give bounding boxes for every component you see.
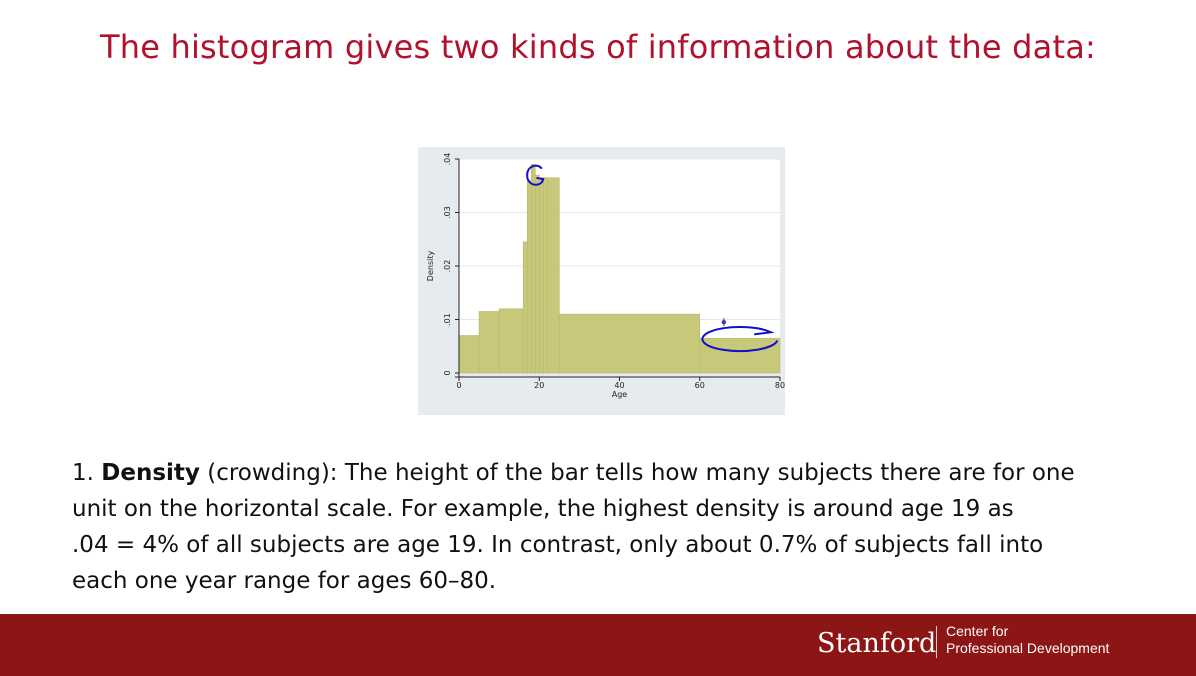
brand-subtitle: Center for Professional Development: [946, 623, 1109, 657]
x-tick-label: 80: [775, 381, 785, 390]
brand-sub-line-2: Professional Development: [946, 640, 1110, 656]
body-text: 1. Density (crowding): The height of the…: [72, 455, 1152, 599]
body-line-2: unit on the horizontal scale. For exampl…: [72, 496, 1014, 522]
histogram-bar: [699, 337, 781, 374]
histogram-bar: [458, 335, 480, 374]
slide-title: The histogram gives two kinds of informa…: [100, 28, 1096, 66]
histogram-bar: [530, 164, 536, 374]
x-tick-label: 20: [534, 381, 544, 390]
body-line-1: 1. Density (crowding): The height of the…: [72, 455, 1152, 491]
histogram-bar: [498, 308, 524, 374]
histogram-bar: [526, 180, 532, 374]
histogram-bar: [478, 311, 500, 374]
axes: 0 20 40 60 80 0 .01 .02 .03 .04 Age Density: [426, 153, 785, 399]
histogram-chart: 0 20 40 60 80 0 .01 .02 .03 .04 Age Density: [418, 147, 785, 415]
histogram-bar: [542, 177, 548, 374]
x-tick-label: 0: [456, 381, 461, 390]
peak-circle-annotation: [526, 164, 545, 186]
histogram-bar: [534, 174, 540, 374]
x-axis-title: Age: [612, 390, 628, 399]
histogram-bar: [538, 177, 544, 374]
y-tick-label: .03: [443, 206, 452, 219]
histogram-bar: [559, 313, 701, 374]
histogram-bar: [546, 177, 560, 374]
hand-annotations: [526, 164, 778, 353]
bars: [458, 164, 781, 374]
line1-rest: (crowding): The height of the bar tells …: [199, 460, 1075, 486]
body-line-3: .04 = 4% of all subjects are age 19. In …: [72, 532, 1044, 558]
histogram-bar: [522, 241, 528, 374]
tail-circle-annotation: [701, 326, 778, 353]
x-tick-label: 60: [695, 381, 705, 390]
brand-sub-line-1: Center for: [946, 623, 1009, 639]
body-line-4: each one year range for ages 60–80.: [72, 568, 497, 594]
y-axis-title: Density: [426, 251, 435, 282]
y-tick-label: 0: [443, 370, 452, 375]
y-tick-label: .02: [443, 260, 452, 273]
stanford-wordmark: Stanford: [817, 628, 937, 659]
histogram-svg: 0 20 40 60 80 0 .01 .02 .03 .04 Age Density: [426, 153, 785, 399]
term-density: Density: [101, 460, 200, 486]
y-tick-label: .01: [443, 313, 452, 326]
footer-bar: [0, 614, 1196, 676]
brand-separator: [936, 626, 937, 658]
item-number: 1.: [72, 460, 94, 486]
x-tick-label: 40: [614, 381, 624, 390]
y-tick-label: .04: [443, 153, 452, 166]
